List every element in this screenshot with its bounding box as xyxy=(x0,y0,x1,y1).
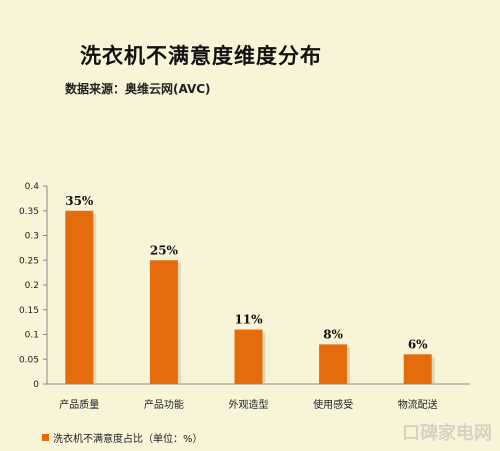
y-tick-label: 0.4 xyxy=(25,182,40,192)
legend: 洗衣机不满意度占比（单位：%） xyxy=(42,430,203,445)
bar-value-label: 25% xyxy=(150,243,179,257)
chart-title: 洗衣机不满意度维度分布 xyxy=(80,44,322,68)
y-tick-label: 0.35 xyxy=(19,207,39,217)
bar xyxy=(149,260,178,384)
bar-value-label: 35% xyxy=(65,194,94,208)
legend-swatch xyxy=(42,434,49,441)
x-tick-label: 物流配送 xyxy=(398,398,438,411)
bar xyxy=(319,344,348,384)
y-tick-label: 0.15 xyxy=(19,306,39,316)
y-tick-label: 0 xyxy=(33,380,39,390)
y-tick-label: 0.3 xyxy=(25,232,39,242)
bar-value-label: 6% xyxy=(408,337,428,351)
bar xyxy=(234,329,263,384)
y-tick-label: 0.25 xyxy=(19,256,39,266)
chart-subtitle: 数据来源：奥维云网(AVC) xyxy=(65,82,211,96)
legend-label: 洗衣机不满意度占比（单位：%） xyxy=(53,434,203,445)
x-tick-label: 产品功能 xyxy=(144,398,184,411)
y-tick-label: 0.2 xyxy=(25,281,39,291)
x-tick-label: 产品质量 xyxy=(59,398,99,411)
x-tick-label: 外观造型 xyxy=(229,398,269,411)
y-tick-label: 0.05 xyxy=(19,355,39,365)
bar-value-label: 11% xyxy=(234,313,263,327)
watermark-logo: 口碑家电网 xyxy=(402,423,492,444)
x-tick-label: 使用感受 xyxy=(313,398,353,411)
y-tick-label: 0.1 xyxy=(25,331,39,341)
bar xyxy=(403,354,432,384)
bar xyxy=(65,210,94,384)
bar-value-label: 8% xyxy=(323,327,343,341)
